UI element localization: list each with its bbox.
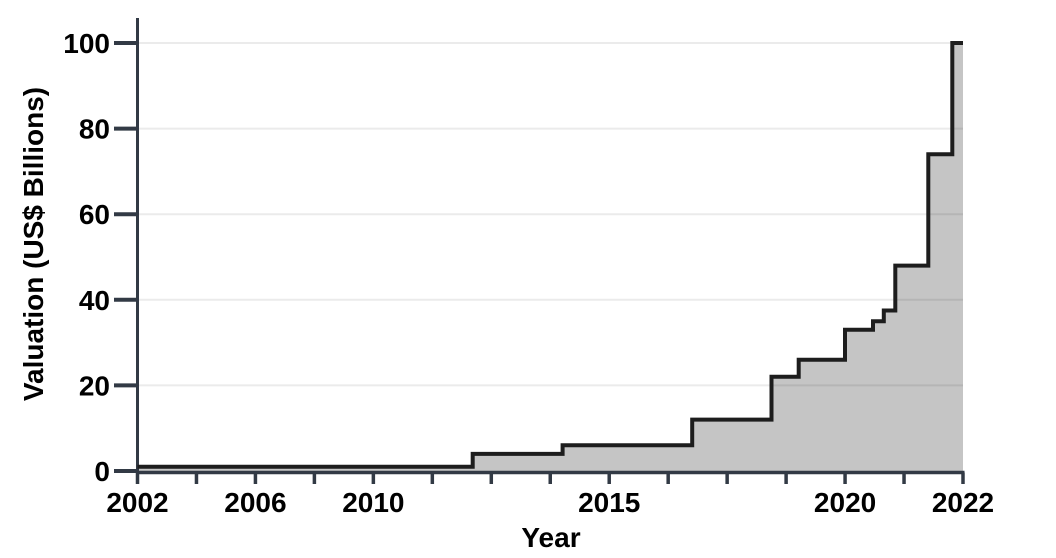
x-tick-label: 2020 xyxy=(814,487,876,518)
y-tick-label: 80 xyxy=(79,114,110,145)
x-axis-title: Year xyxy=(521,522,581,553)
y-axis-title: Valuation (US$ Billions) xyxy=(18,86,49,402)
step-area xyxy=(137,43,963,471)
x-tick-label: 2010 xyxy=(342,487,404,518)
x-tick-label: 2015 xyxy=(578,487,640,518)
y-tick-label: 60 xyxy=(79,199,110,230)
x-tick-label: 2002 xyxy=(106,487,168,518)
y-tick-label: 0 xyxy=(94,456,110,487)
step-line xyxy=(137,41,963,469)
x-tick-label: 2006 xyxy=(224,487,286,518)
y-tick-label: 20 xyxy=(79,370,110,401)
x-tick-label: 2022 xyxy=(932,487,994,518)
y-tick-label: 40 xyxy=(79,285,110,316)
y-tick-label: 100 xyxy=(63,28,110,59)
